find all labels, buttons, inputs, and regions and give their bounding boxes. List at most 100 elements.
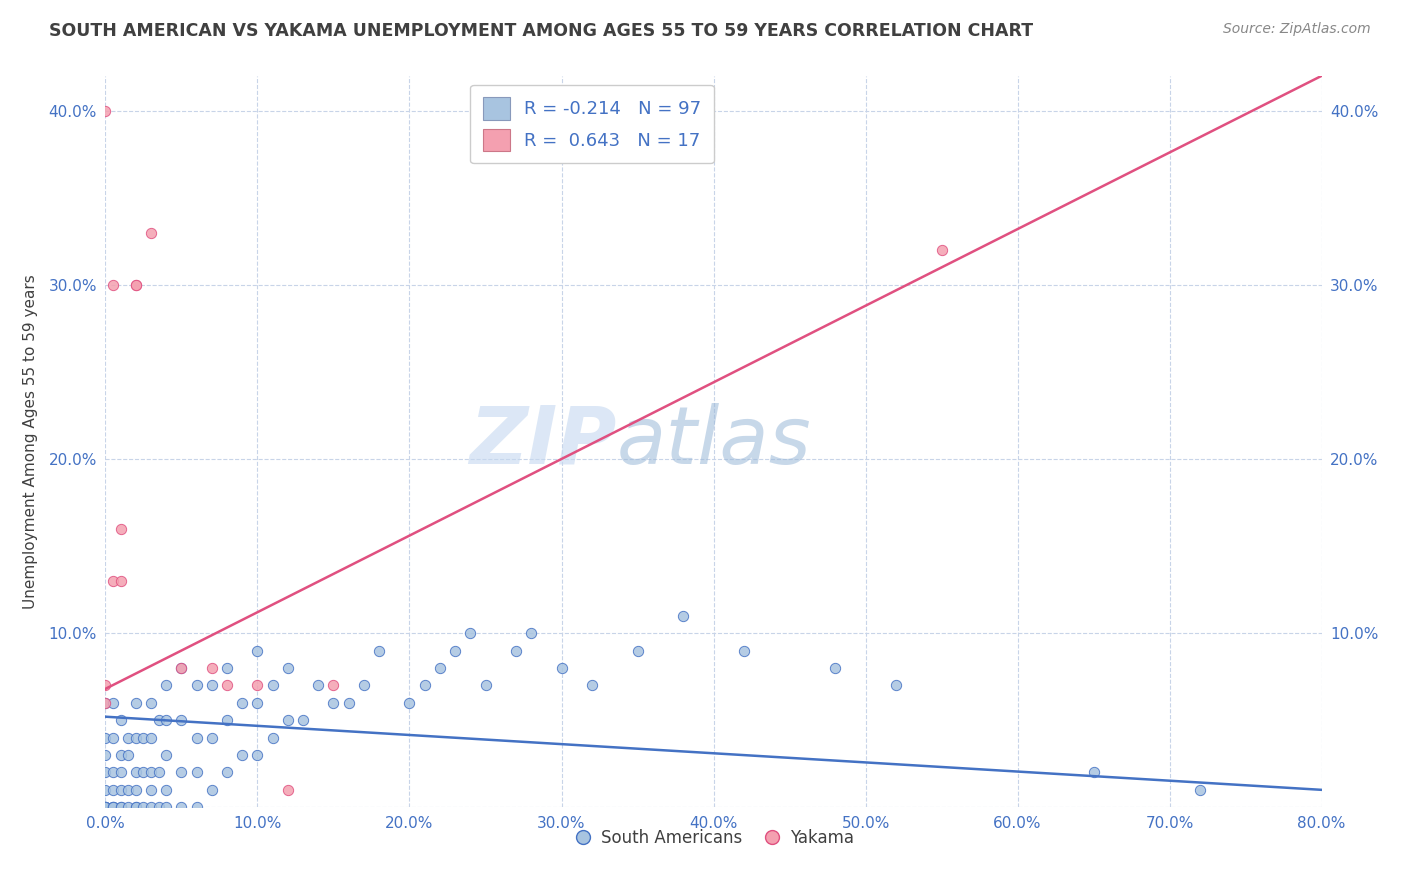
Point — [672, 608, 695, 623]
Point — [520, 626, 543, 640]
Point — [444, 643, 467, 657]
Point — [94, 800, 117, 814]
Point — [94, 696, 117, 710]
Point — [626, 643, 648, 657]
Point — [307, 678, 329, 692]
Point — [246, 643, 269, 657]
Point — [217, 661, 239, 675]
Point — [1083, 765, 1105, 780]
Point — [262, 731, 284, 745]
Point — [148, 765, 170, 780]
Point — [277, 713, 299, 727]
Point — [94, 103, 117, 118]
Text: ZIP: ZIP — [468, 402, 616, 481]
Point — [110, 800, 132, 814]
Point — [824, 661, 846, 675]
Point — [94, 731, 117, 745]
Point — [322, 678, 344, 692]
Point — [155, 713, 177, 727]
Point — [368, 643, 391, 657]
Point — [94, 782, 117, 797]
Point — [125, 731, 148, 745]
Point — [132, 731, 155, 745]
Point — [94, 765, 117, 780]
Point — [413, 678, 436, 692]
Point — [94, 800, 117, 814]
Point — [117, 800, 139, 814]
Text: SOUTH AMERICAN VS YAKAMA UNEMPLOYMENT AMONG AGES 55 TO 59 YEARS CORRELATION CHAR: SOUTH AMERICAN VS YAKAMA UNEMPLOYMENT AM… — [49, 22, 1033, 40]
Legend: South Americans, Yakama: South Americans, Yakama — [567, 822, 860, 854]
Point — [139, 696, 162, 710]
Point — [101, 782, 124, 797]
Point — [125, 800, 148, 814]
Point — [170, 661, 193, 675]
Point — [132, 765, 155, 780]
Point — [322, 696, 344, 710]
Point — [186, 678, 208, 692]
Point — [217, 713, 239, 727]
Point — [277, 782, 299, 797]
Point — [94, 800, 117, 814]
Point — [155, 800, 177, 814]
Point — [125, 277, 148, 292]
Point — [125, 765, 148, 780]
Point — [458, 626, 481, 640]
Point — [155, 782, 177, 797]
Point — [337, 696, 360, 710]
Point — [231, 696, 253, 710]
Point — [132, 800, 155, 814]
Point — [353, 678, 375, 692]
Point — [186, 800, 208, 814]
Y-axis label: Unemployment Among Ages 55 to 59 years: Unemployment Among Ages 55 to 59 years — [22, 274, 38, 609]
Point — [429, 661, 451, 675]
Point — [101, 574, 124, 588]
Point — [201, 661, 224, 675]
Point — [125, 800, 148, 814]
Point — [101, 765, 124, 780]
Point — [125, 277, 148, 292]
Point — [170, 800, 193, 814]
Point — [474, 678, 496, 692]
Point — [101, 800, 124, 814]
Point — [101, 800, 124, 814]
Point — [505, 643, 527, 657]
Point — [110, 765, 132, 780]
Point — [94, 800, 117, 814]
Point — [884, 678, 907, 692]
Point — [110, 574, 132, 588]
Text: atlas: atlas — [616, 402, 811, 481]
Point — [117, 782, 139, 797]
Point — [117, 747, 139, 762]
Point — [94, 800, 117, 814]
Point — [139, 782, 162, 797]
Point — [581, 678, 603, 692]
Point — [148, 713, 170, 727]
Point — [101, 696, 124, 710]
Point — [170, 661, 193, 675]
Point — [292, 713, 315, 727]
Point — [94, 678, 117, 692]
Point — [139, 800, 162, 814]
Point — [139, 731, 162, 745]
Point — [262, 678, 284, 692]
Point — [733, 643, 755, 657]
Point — [125, 782, 148, 797]
Point — [1188, 782, 1211, 797]
Point — [110, 747, 132, 762]
Point — [110, 800, 132, 814]
Point — [217, 765, 239, 780]
Point — [246, 747, 269, 762]
Point — [110, 522, 132, 536]
Point — [931, 243, 953, 257]
Point — [186, 731, 208, 745]
Point — [101, 800, 124, 814]
Point — [550, 661, 572, 675]
Point — [217, 678, 239, 692]
Point — [139, 765, 162, 780]
Point — [186, 765, 208, 780]
Point — [246, 696, 269, 710]
Point — [94, 747, 117, 762]
Point — [148, 800, 170, 814]
Point — [139, 226, 162, 240]
Point — [110, 713, 132, 727]
